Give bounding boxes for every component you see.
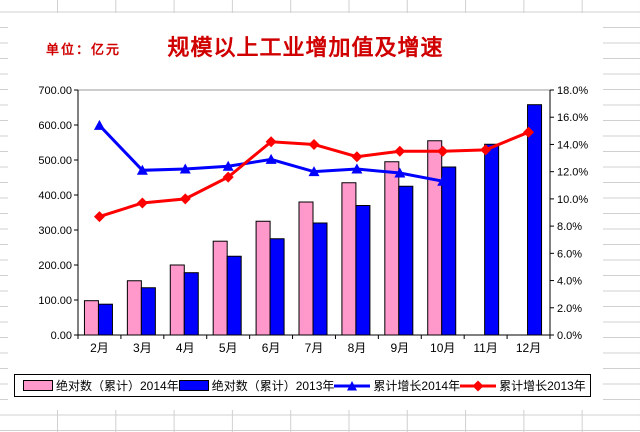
- bar[interactable]: [212, 240, 228, 336]
- legend-bar-swatch: [23, 380, 53, 391]
- bar[interactable]: [341, 182, 357, 336]
- bar[interactable]: [298, 201, 314, 336]
- right-axis-label[interactable]: 8.0%: [557, 221, 582, 233]
- triangle-marker[interactable]: [93, 119, 105, 130]
- bar[interactable]: [312, 222, 328, 336]
- triangle-marker[interactable]: [437, 175, 449, 186]
- bar[interactable]: [83, 300, 99, 336]
- right-axis-label[interactable]: 2.0%: [557, 303, 582, 315]
- legend-item[interactable]: 累计增长2013年: [460, 377, 586, 394]
- diamond-marker[interactable]: [93, 211, 105, 223]
- right-axis-label[interactable]: 14.0%: [557, 139, 588, 151]
- month-label[interactable]: 10月: [430, 341, 455, 355]
- bar[interactable]: [355, 205, 371, 336]
- month-label[interactable]: 6月: [262, 341, 281, 355]
- diamond-marker[interactable]: [179, 193, 191, 205]
- triangle-marker[interactable]: [179, 163, 191, 174]
- diamond-marker[interactable]: [437, 145, 449, 157]
- unit-label: 单位：亿元: [46, 42, 122, 57]
- bar[interactable]: [226, 255, 242, 336]
- right-axis-label[interactable]: 18.0%: [557, 85, 588, 97]
- triangle-marker[interactable]: [222, 160, 234, 171]
- bar[interactable]: [269, 238, 285, 336]
- right-axis-label[interactable]: 12.0%: [557, 167, 588, 179]
- legend-line-sample: [334, 380, 371, 390]
- right-axis-label[interactable]: 16.0%: [557, 112, 588, 124]
- diamond-marker[interactable]: [480, 144, 492, 156]
- bar[interactable]: [441, 166, 457, 336]
- diamond-marker[interactable]: [308, 138, 320, 150]
- bar[interactable]: [183, 272, 199, 336]
- diamond-marker[interactable]: [523, 126, 535, 138]
- bar[interactable]: [484, 143, 500, 336]
- month-label[interactable]: 4月: [176, 341, 195, 355]
- bar[interactable]: [398, 185, 414, 336]
- month-label[interactable]: 7月: [305, 341, 324, 355]
- legend-item[interactable]: 绝对数（累计）2013年: [178, 377, 335, 394]
- left-axis-label[interactable]: 200.00: [38, 260, 72, 272]
- legend-label: 绝对数（累计）2014年: [56, 379, 179, 393]
- diamond-marker[interactable]: [222, 171, 234, 183]
- bar[interactable]: [140, 287, 156, 336]
- bar[interactable]: [384, 161, 400, 336]
- left-axis-label[interactable]: 0.00: [51, 330, 72, 342]
- month-label[interactable]: 12月: [516, 341, 541, 355]
- month-label[interactable]: 2月: [90, 341, 109, 355]
- bar[interactable]: [126, 280, 142, 336]
- month-label[interactable]: 3月: [133, 341, 152, 355]
- right-axis-label[interactable]: 6.0%: [557, 248, 582, 260]
- diamond-marker[interactable]: [265, 136, 277, 148]
- diamond-marker[interactable]: [351, 151, 363, 163]
- right-axis-label[interactable]: 0.0%: [557, 330, 582, 342]
- triangle-marker[interactable]: [394, 167, 406, 178]
- left-axis-label[interactable]: 400.00: [38, 190, 72, 202]
- legend-bar-swatch: [178, 380, 209, 391]
- triangle-marker[interactable]: [351, 163, 363, 174]
- bar[interactable]: [169, 264, 185, 336]
- legend-item[interactable]: 绝对数（累计）2014年: [23, 377, 179, 394]
- chart-title: 规模以上工业增加值及增速: [167, 35, 444, 60]
- legend-label: 累计增长2014年: [373, 379, 461, 393]
- plot-area[interactable]: 700.00 600.00 500.00 400.00 300.00 200.00 100.…: [8, 13, 603, 410]
- triangle-marker[interactable]: [308, 166, 320, 177]
- left-axis-label[interactable]: 300.00: [38, 225, 72, 237]
- bar[interactable]: [427, 140, 443, 336]
- legend[interactable]: 绝对数（累计）2014年 绝对数（累计）2013年 累计增长2014年 累计增长201…: [14, 374, 591, 397]
- legend-label: 绝对数（累计）2013年: [211, 379, 335, 393]
- left-axis-label[interactable]: 500.00: [38, 155, 72, 167]
- bar[interactable]: [255, 220, 271, 336]
- legend-line-sample: [460, 380, 497, 391]
- left-axis-label[interactable]: 700.00: [38, 85, 72, 97]
- chart-object[interactable]: 单位：亿元 规模以上工业增加值及增速 700.00 600.00 500.00 400…: [8, 13, 603, 410]
- triangle-icon: [347, 380, 358, 390]
- legend-item[interactable]: 累计增长2014年: [334, 377, 460, 394]
- left-axis-label[interactable]: 100.00: [38, 295, 72, 307]
- diamond-marker[interactable]: [136, 197, 148, 209]
- month-label[interactable]: 9月: [390, 341, 409, 355]
- month-label[interactable]: 8月: [348, 341, 367, 355]
- diamond-marker[interactable]: [394, 145, 406, 157]
- right-axis-label[interactable]: 10.0%: [557, 194, 588, 206]
- left-axis-label[interactable]: 600.00: [38, 120, 72, 132]
- bar[interactable]: [527, 104, 543, 336]
- month-label[interactable]: 5月: [219, 341, 238, 355]
- triangle-marker[interactable]: [136, 164, 148, 175]
- diamond-icon: [472, 380, 484, 391]
- month-label[interactable]: 11月: [473, 341, 497, 355]
- triangle-marker[interactable]: [265, 153, 277, 164]
- legend-label: 累计增长2013年: [499, 379, 586, 393]
- bar[interactable]: [97, 303, 113, 336]
- right-axis-label[interactable]: 4.0%: [557, 276, 582, 288]
